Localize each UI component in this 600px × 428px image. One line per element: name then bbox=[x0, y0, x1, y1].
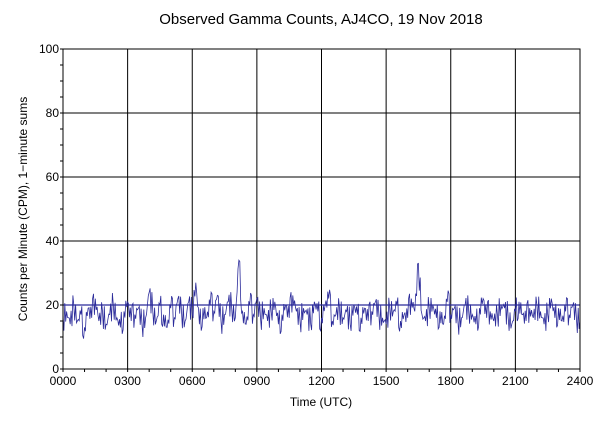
y-tick-label: 80 bbox=[46, 106, 60, 120]
data-series-line bbox=[62, 259, 581, 339]
plot-frame bbox=[62, 48, 581, 370]
chart-title: Observed Gamma Counts, AJ4CO, 19 Nov 201… bbox=[159, 11, 483, 28]
x-tick-label: 0300 bbox=[114, 374, 141, 388]
y-tick-label: 40 bbox=[46, 234, 60, 248]
y-tick-label: 60 bbox=[46, 170, 60, 184]
x-tick-label: 2100 bbox=[502, 374, 529, 388]
y-tick-label: 20 bbox=[46, 298, 60, 312]
x-tick-label: 2400 bbox=[567, 374, 594, 388]
y-tick-label: 0 bbox=[52, 362, 59, 376]
x-axis-label: Time (UTC) bbox=[290, 395, 352, 409]
x-tick-label: 1200 bbox=[308, 374, 335, 388]
plot-area: 0000 0300 0600 0900 1200 1500 1800 2100 2400 0 20 4… bbox=[39, 42, 594, 388]
y-tick-label: 100 bbox=[39, 42, 59, 56]
x-tick-label: 0600 bbox=[179, 374, 206, 388]
x-tick-label: 0900 bbox=[244, 374, 271, 388]
x-tick-label: 1800 bbox=[437, 374, 464, 388]
x-tick-label: 0000 bbox=[50, 374, 77, 388]
y-axis-label: Counts per Minute (CPM), 1−minute sums bbox=[16, 97, 30, 321]
x-tick-label: 1500 bbox=[373, 374, 400, 388]
